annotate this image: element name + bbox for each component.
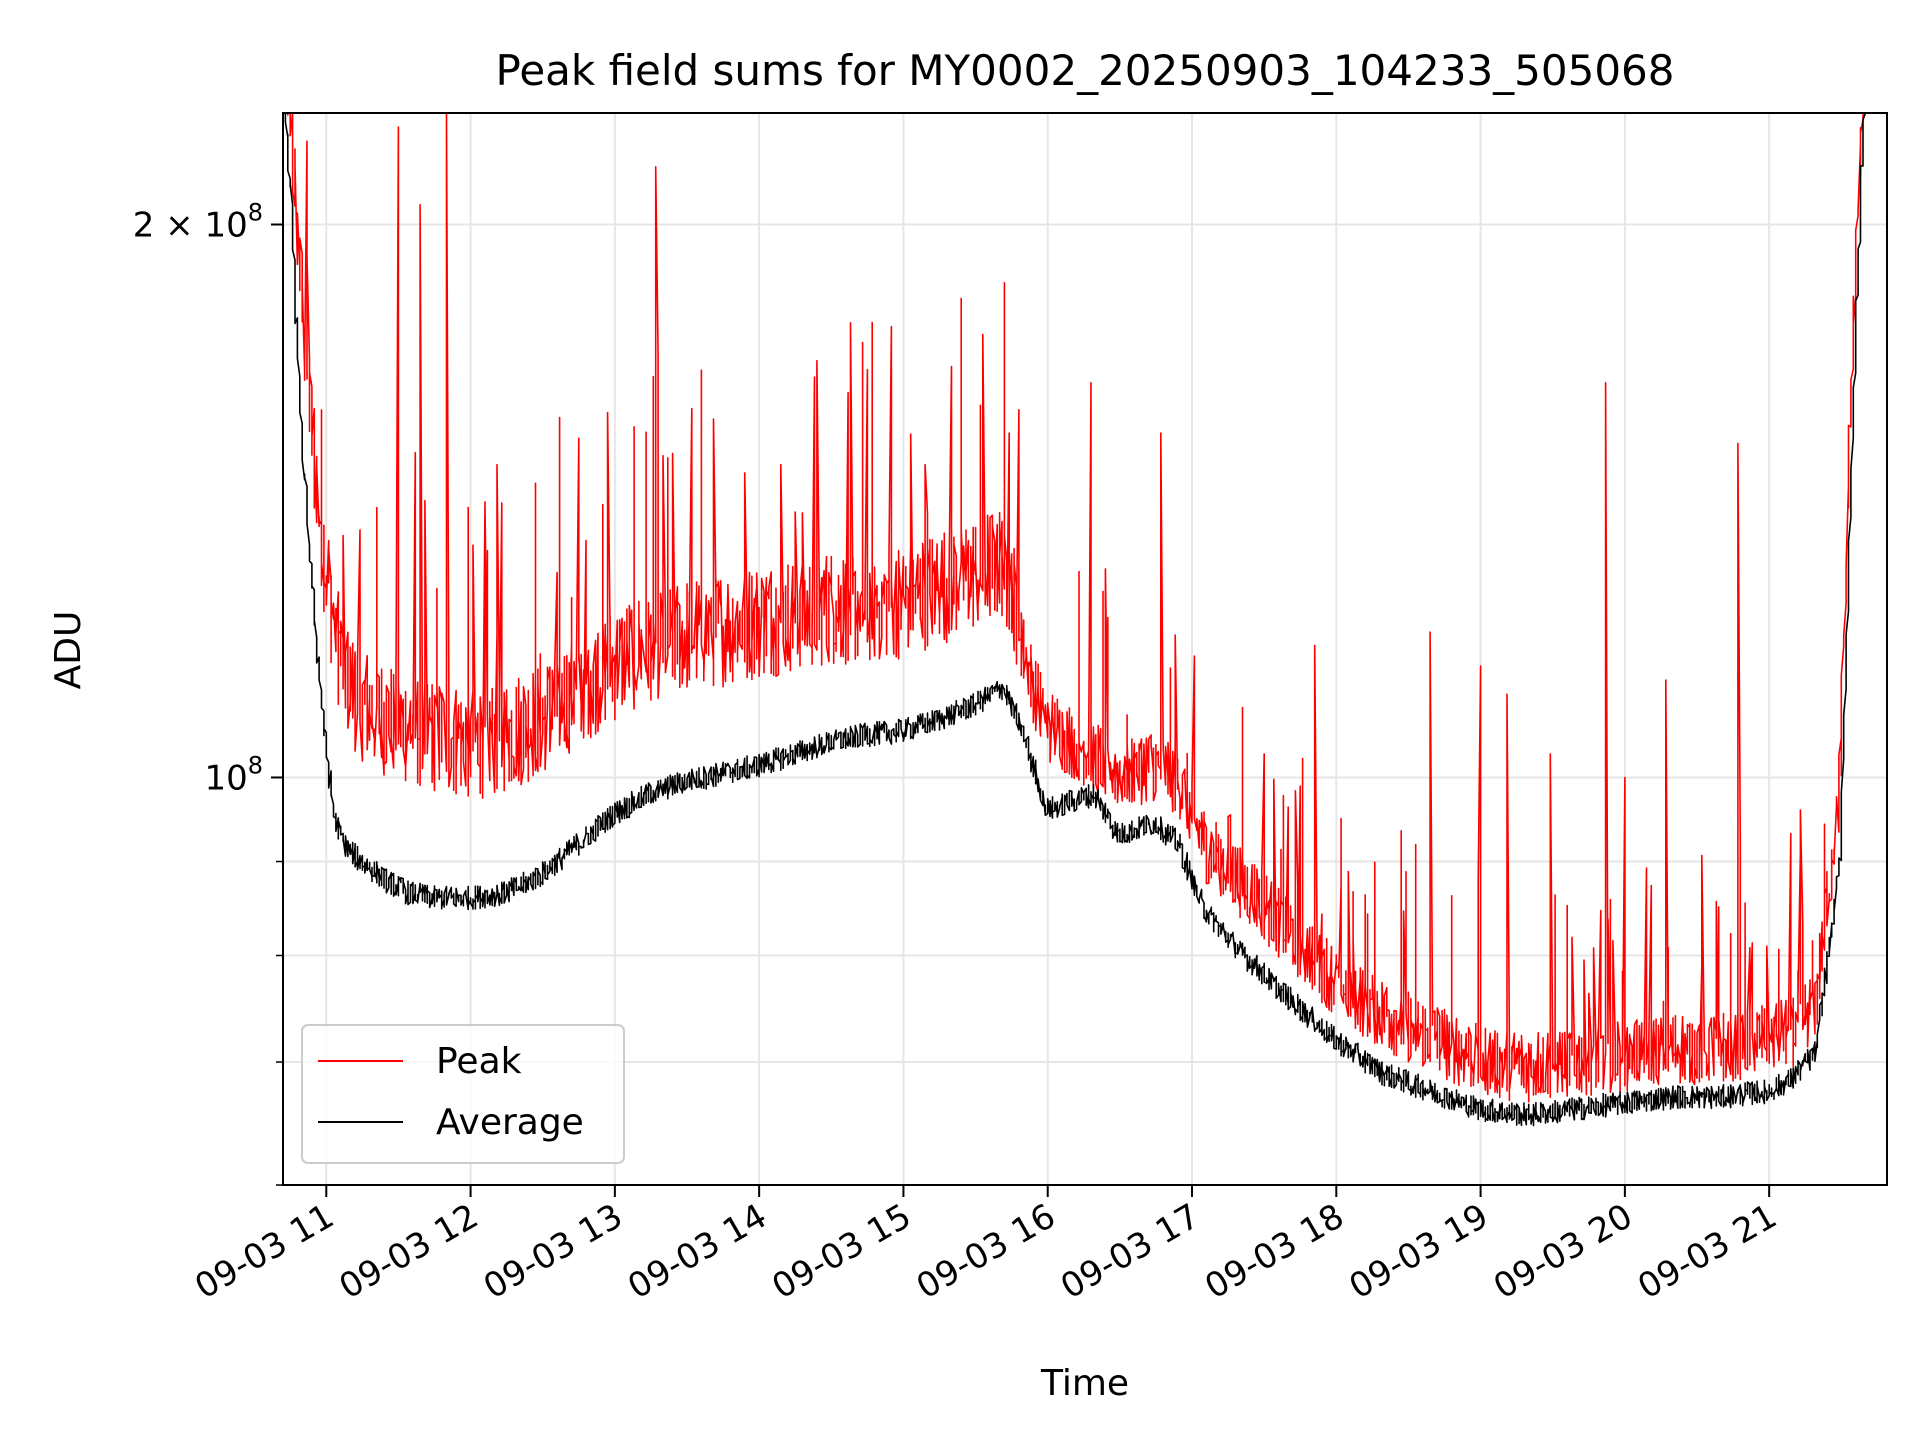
legend-peak-label: Peak [436,1041,522,1082]
series-average-line [284,112,1867,1127]
legend-average-label: Average [436,1102,584,1143]
plot-frame [282,112,1888,1186]
chart-title: Peak field sums for MY0002_20250903_1042… [495,46,1674,95]
legend: Peak Average [301,1024,625,1164]
y-axis-label: ADU [48,611,89,690]
series-layer [284,112,1867,1127]
legend-box [301,1024,625,1164]
series-peak-line [285,112,1866,1103]
grid [283,113,1887,1186]
y-tick-label: 2 × 108 [133,198,263,245]
x-axis-label: Time [1040,1363,1129,1404]
